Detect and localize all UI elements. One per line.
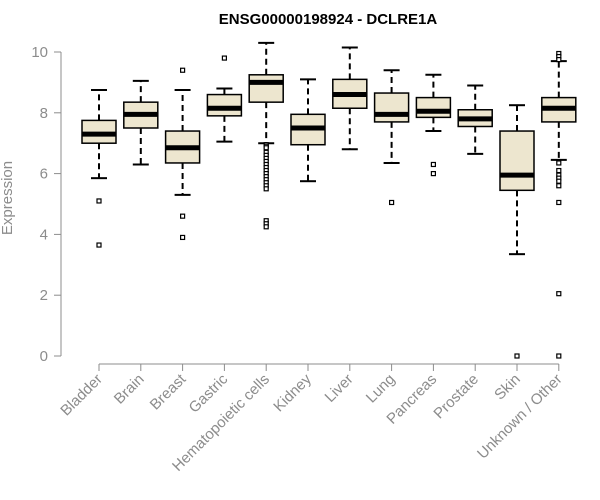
box-group [457, 84, 493, 155]
box-group [499, 104, 535, 359]
box-iqr [415, 96, 452, 119]
outlier-point [556, 178, 562, 184]
y-axis-title: Expression [0, 161, 16, 235]
box-group [206, 55, 243, 143]
box-series [81, 41, 577, 359]
x-category-label: Breast [147, 370, 190, 413]
y-tick-label: 6 [40, 166, 48, 183]
x-category-label: Lung [363, 371, 399, 407]
box-group [373, 69, 410, 206]
outlier-point [180, 213, 186, 219]
outlier-point [96, 198, 102, 204]
outlier-point [430, 171, 436, 177]
y-tick-label: 4 [40, 226, 48, 243]
outlier-point [556, 56, 562, 63]
x-category-label: Bladder [57, 371, 106, 420]
y-tick-label: 2 [40, 287, 48, 304]
box-group [81, 89, 117, 248]
x-category-label: Skin [491, 371, 524, 404]
outlier-point [556, 167, 562, 174]
box-group [415, 73, 452, 177]
outlier-point [221, 55, 227, 61]
x-category-label: Liver [322, 371, 357, 406]
box-group [248, 41, 284, 230]
box-group [164, 67, 201, 241]
x-category-label: Brain [111, 371, 148, 408]
outlier-point [96, 242, 102, 248]
outlier-point [556, 353, 562, 359]
box-group [123, 79, 159, 166]
y-tick-label: 8 [40, 105, 48, 122]
box-iqr [373, 92, 410, 123]
box-group [332, 46, 368, 151]
outlier-point [556, 160, 562, 166]
outlier-point [556, 199, 562, 206]
box-iqr [206, 93, 243, 117]
x-category-label: Prostate [430, 371, 482, 423]
y-tick-label: 0 [40, 348, 48, 365]
y-axis: 0 2 4 6 8 10 [31, 44, 62, 365]
outlier-point [556, 183, 562, 189]
outlier-point [263, 145, 269, 151]
x-category-label: Kidney [270, 370, 315, 415]
chart-title: ENSG00000198924 - DCLRE1A [219, 11, 438, 28]
outlier-point [389, 199, 395, 206]
y-tick-label: 10 [31, 44, 48, 61]
outlier-point [430, 161, 436, 168]
box-group [541, 50, 577, 359]
box-iqr [499, 130, 535, 192]
box-group [290, 78, 326, 183]
box-iqr [248, 74, 284, 103]
outlier-point [180, 67, 186, 73]
outlier-point [263, 224, 269, 230]
outlier-point [180, 234, 186, 241]
outlier-point [514, 353, 520, 359]
outlier-point [556, 291, 562, 297]
outlier-point [263, 186, 269, 192]
